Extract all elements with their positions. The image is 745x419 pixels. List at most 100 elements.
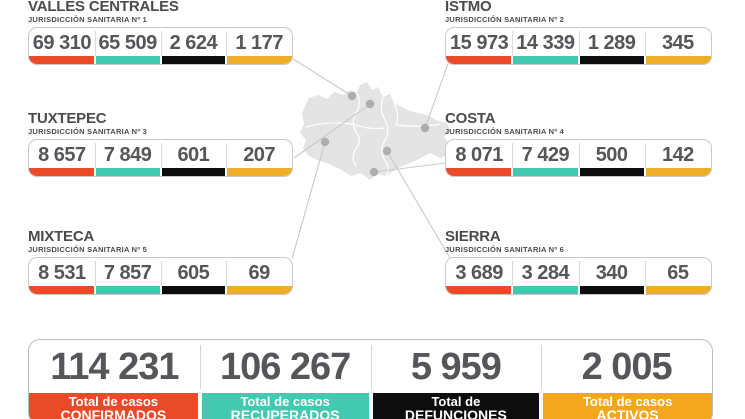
active-cell: 142 <box>644 140 711 176</box>
jurisdiction-costa: COSTA JURISDICCIÓN SANITARIA Nº 4 8 071 … <box>445 110 712 177</box>
jurisdiction-tuxtepec: TUXTEPEC JURISDICCIÓN SANITARIA Nº 3 8 6… <box>28 110 293 177</box>
recovered-color-bar <box>95 286 160 294</box>
recovered-cell: 7 429 <box>512 140 578 176</box>
jurisdiction-stats-card: 8 657 7 849 601 207 <box>28 139 293 177</box>
jurisdiction-sierra: SIERRA JURISDICCIÓN SANITARIA Nº 6 3 689… <box>445 229 712 295</box>
active-value: 345 <box>661 31 694 54</box>
confirmed-color-bar <box>29 56 94 64</box>
oaxaca-state-shape <box>300 82 451 180</box>
label-line1: Total de casos <box>68 394 159 409</box>
map-marker-tuxtepec <box>365 99 375 109</box>
deaths-cell: 601 <box>160 140 227 176</box>
confirmed-cell: 69 310 <box>29 28 95 64</box>
active-color-bar <box>227 286 292 294</box>
total-recovered-label-band: Total de casos RECUPERADOS <box>201 393 369 419</box>
recovered-cell: 7 849 <box>94 140 161 176</box>
confirmed-color-bar <box>446 286 512 294</box>
total-recovered: 106 267 Total de casos RECUPERADOS <box>199 340 371 419</box>
active-color-bar <box>645 56 711 64</box>
deaths-color-bar <box>161 168 226 176</box>
region-border <box>305 122 385 130</box>
confirmed-cell: 8 657 <box>29 140 95 176</box>
deaths-value: 500 <box>595 143 628 166</box>
confirmed-cell: 3 689 <box>446 258 512 294</box>
deaths-cell: 2 624 <box>160 28 227 64</box>
active-value: 65 <box>667 261 689 284</box>
deaths-value: 2 624 <box>169 31 218 54</box>
connector-tuxtepec <box>293 104 370 159</box>
region-border <box>380 96 389 177</box>
recovered-value: 65 509 <box>98 31 158 54</box>
deaths-color-bar <box>161 286 226 294</box>
confirmed-value: 8 657 <box>38 143 86 166</box>
confirmed-value: 3 689 <box>455 261 503 284</box>
recovered-color-bar <box>95 168 160 176</box>
jurisdiction-subtitle: JURISDICCIÓN SANITARIA Nº 1 <box>28 15 148 24</box>
total-recovered-value: 106 267 <box>219 345 351 388</box>
map-marker-costa <box>369 167 379 177</box>
total-active-label-band: Total de casos ACTIVOS <box>543 393 712 419</box>
deaths-value: 605 <box>177 261 210 284</box>
region-border <box>352 92 360 167</box>
label-line2: CONFIRMADOS <box>60 407 167 419</box>
jurisdiction-title: COSTA <box>445 110 496 127</box>
map-marker-istmo <box>420 123 430 133</box>
label-line1: Total de <box>431 394 481 409</box>
confirmed-color-bar <box>29 168 94 176</box>
confirmed-value: 15 973 <box>450 31 509 54</box>
recovered-value: 3 284 <box>521 261 570 284</box>
deaths-value: 601 <box>177 143 210 166</box>
totals-panel: 114 231 Total de casos CONFIRMADOS 106 2… <box>28 339 713 419</box>
active-value: 1 177 <box>235 31 283 54</box>
jurisdiction-stats-card: 15 973 14 339 1 289 345 <box>445 27 712 65</box>
jurisdiction-stats-card: 69 310 65 509 2 624 1 177 <box>28 27 293 65</box>
recovered-color-bar <box>513 286 578 294</box>
active-cell: 207 <box>226 140 292 176</box>
active-color-bar <box>227 56 292 64</box>
active-value: 69 <box>248 261 271 284</box>
map-marker-mixteca <box>320 137 330 147</box>
total-confirmed-label-band: Total de casos CONFIRMADOS <box>29 393 198 419</box>
label-line2: ACTIVOS <box>596 407 659 419</box>
total-deaths-label-band: Total de DEFUNCIONES <box>372 393 540 419</box>
jurisdiction-title: TUXTEPEC <box>28 110 107 127</box>
jurisdiction-subtitle: JURISDICCIÓN SANITARIA Nº 5 <box>28 245 148 254</box>
deaths-color-bar <box>579 168 644 176</box>
jurisdiction-mixteca: MIXTECA JURISDICCIÓN SANITARIA Nº 5 8 53… <box>28 229 293 295</box>
jurisdiction-istmo: ISTMO JURISDICCIÓN SANITARIA Nº 2 15 973… <box>445 0 712 65</box>
deaths-color-bar <box>579 286 644 294</box>
active-color-bar <box>645 286 711 294</box>
jurisdiction-stats-card: 8 531 7 857 605 69 <box>28 257 293 295</box>
active-value: 207 <box>243 143 276 166</box>
confirmed-color-bar <box>446 168 512 176</box>
recovered-value: 7 849 <box>103 143 152 166</box>
deaths-color-bar <box>161 56 226 64</box>
label-line2: DEFUNCIONES <box>404 407 507 419</box>
confirmed-value: 69 310 <box>32 31 92 54</box>
confirmed-value: 8 531 <box>38 261 86 284</box>
recovered-color-bar <box>513 168 578 176</box>
active-cell: 69 <box>226 258 292 294</box>
jurisdiction-stats-card: 3 689 3 284 340 65 <box>445 257 712 295</box>
confirmed-color-bar <box>446 56 512 64</box>
active-cell: 65 <box>644 258 711 294</box>
total-deaths: 5 959 Total de DEFUNCIONES <box>370 340 542 419</box>
total-confirmed-value: 114 231 <box>50 345 179 388</box>
label-line1: Total de casos <box>582 394 673 409</box>
deaths-value: 340 <box>595 261 628 284</box>
recovered-value: 14 339 <box>516 31 575 54</box>
recovered-cell: 3 284 <box>512 258 578 294</box>
recovered-cell: 7 857 <box>94 258 161 294</box>
confirmed-value: 8 071 <box>455 143 503 166</box>
label-line1: Total de casos <box>240 394 330 409</box>
jurisdiction-title: ISTMO <box>445 0 492 15</box>
connector-mixteca <box>291 141 326 260</box>
connector-costa <box>373 162 447 173</box>
deaths-cell: 605 <box>160 258 227 294</box>
confirmed-cell: 8 531 <box>29 258 95 294</box>
total-active: 2 005 Total de casos ACTIVOS <box>541 340 712 419</box>
deaths-cell: 500 <box>578 140 645 176</box>
jurisdiction-subtitle: JURISDICCIÓN SANITARIA Nº 4 <box>445 127 565 136</box>
